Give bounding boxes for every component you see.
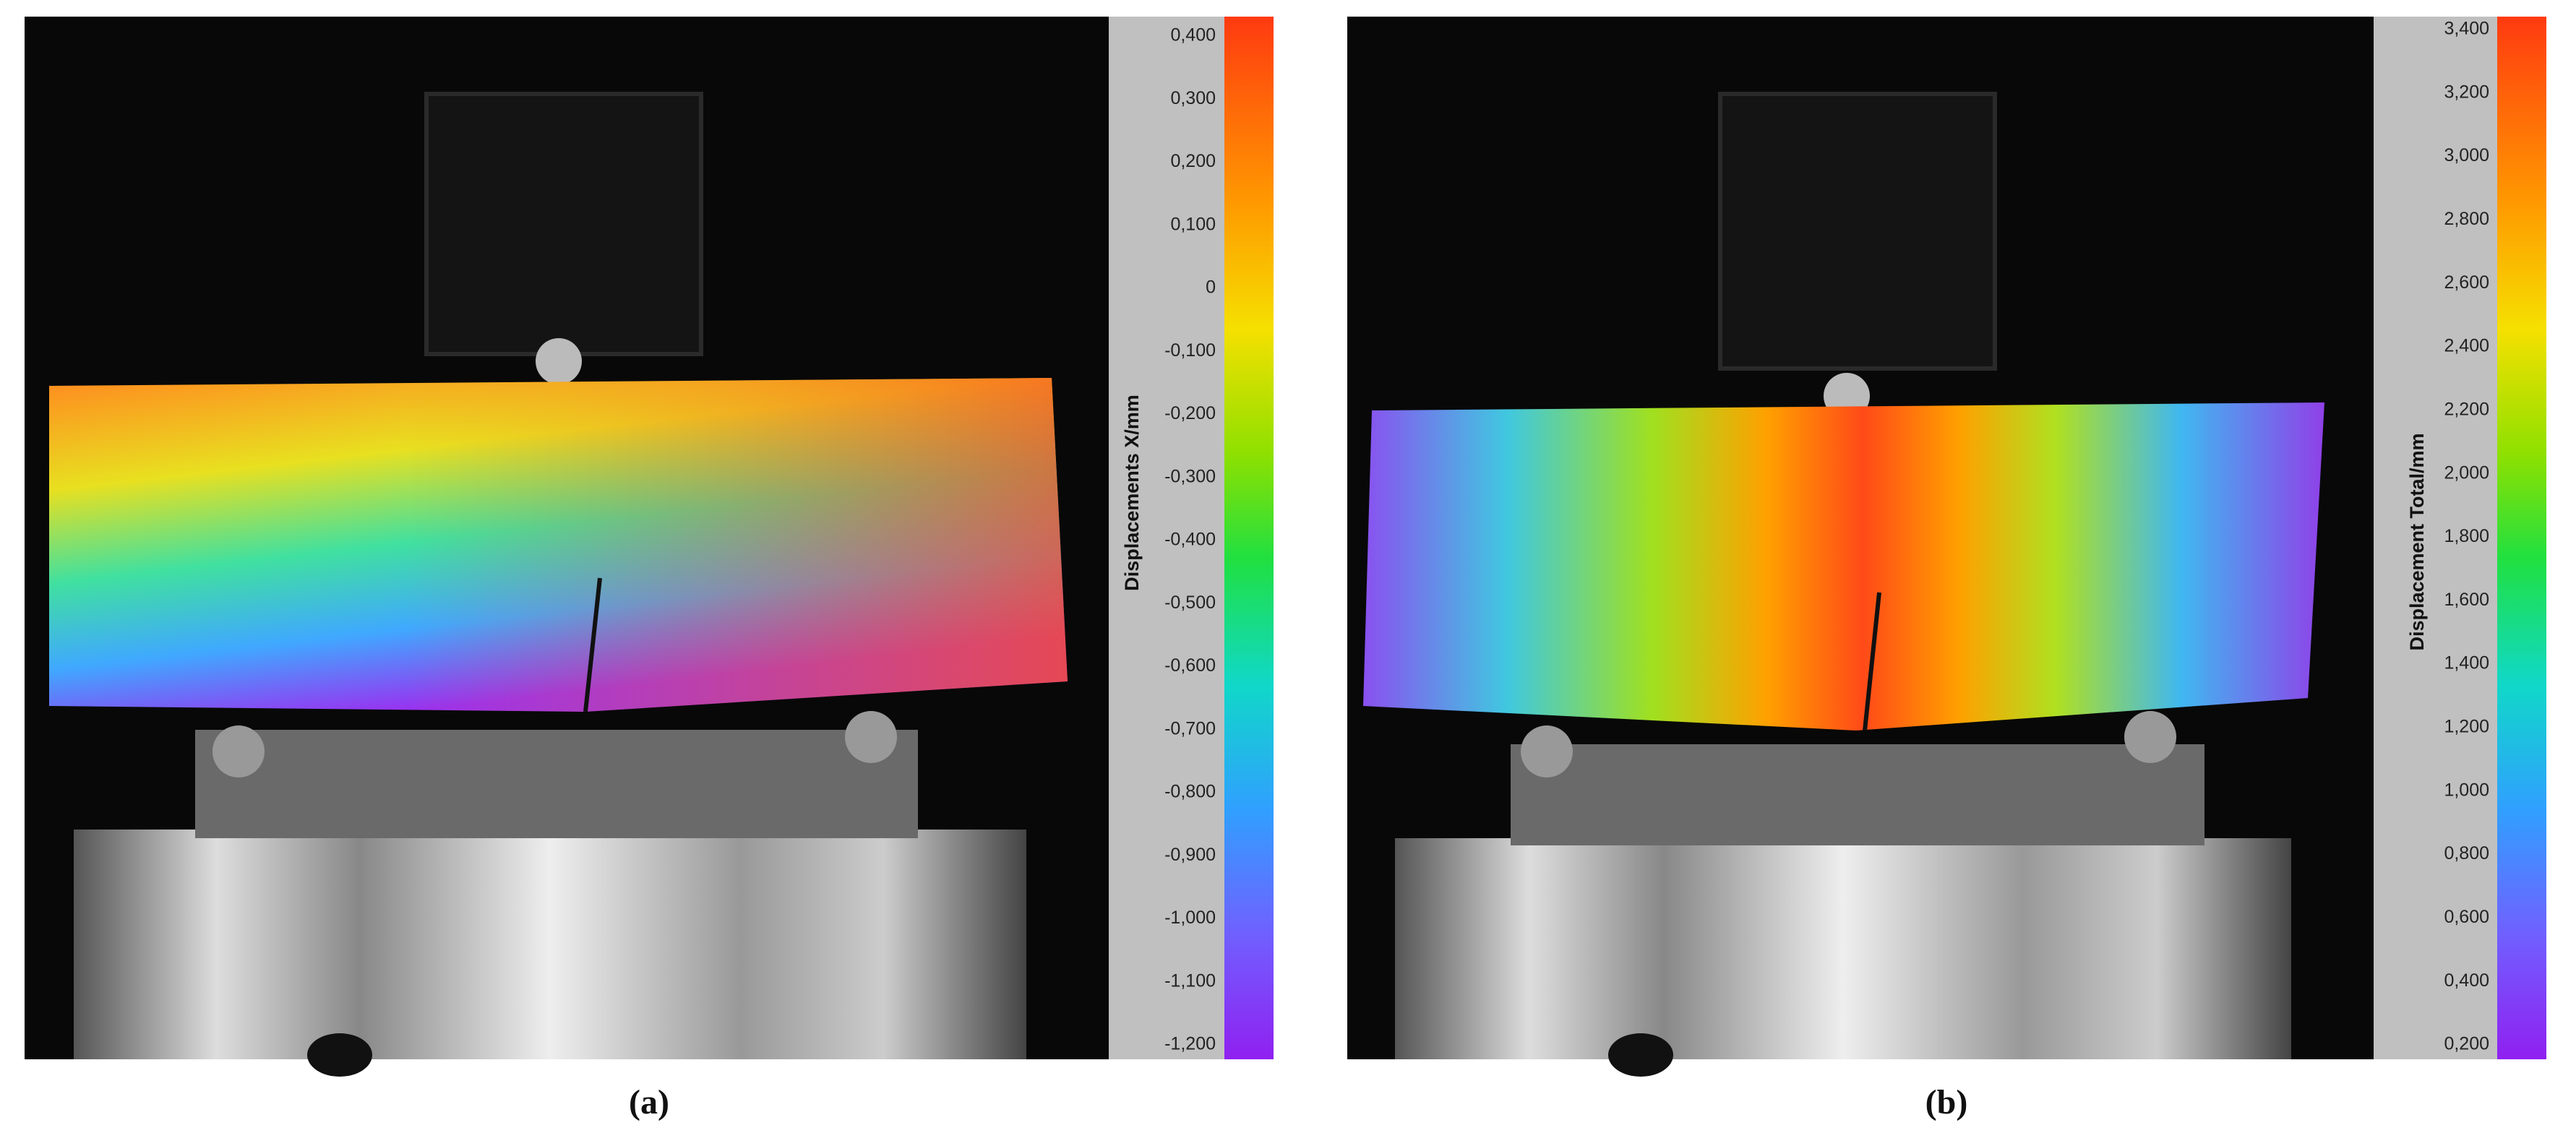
colorbar-tick-label: 1,200 xyxy=(2444,717,2489,737)
colorbar-tick-label: -1,200 xyxy=(1164,1034,1216,1054)
colorbar-tick-label: -0,100 xyxy=(1164,340,1216,361)
colorbar-tick-label: 0,300 xyxy=(1170,88,1216,108)
colorbar-tick-label: 2,200 xyxy=(2444,399,2489,419)
colorbar-tick-label: 0,600 xyxy=(2444,907,2489,927)
colorbar-tick-label: -1,000 xyxy=(1164,908,1216,928)
colorbar-tick-label: -0,900 xyxy=(1164,845,1216,865)
colorbar-tick-label: 1,400 xyxy=(2444,653,2489,673)
colorbar-tick-label: -0,800 xyxy=(1164,782,1216,802)
colorbar-tick-label: 0,200 xyxy=(1170,151,1216,171)
colorbar-tick-label: -1,100 xyxy=(1164,970,1216,991)
colorbar-tick-label: 1,000 xyxy=(2444,780,2489,800)
colorbar-tick-label: 0,100 xyxy=(1170,214,1216,234)
colorbar-label: Displacement Total/mm xyxy=(2406,433,2428,650)
colorbar-panel xyxy=(1109,17,1224,1059)
photo-a xyxy=(25,17,1109,1077)
photo-b xyxy=(1347,17,2374,1077)
colorbar-tick-label: -0,400 xyxy=(1164,530,1216,550)
colorbar-tick-label: 0,400 xyxy=(2444,970,2489,991)
colorbar-tick-label: 2,800 xyxy=(2444,209,2489,229)
colorbar-tick-label: -0,200 xyxy=(1164,403,1216,423)
colorbar-tick-label: 2,600 xyxy=(2444,272,2489,293)
colorbar-tick-label: 3,400 xyxy=(2444,19,2489,39)
colorbar-tick-label: 1,600 xyxy=(2444,590,2489,610)
colorbar-tick-label: -0,300 xyxy=(1164,466,1216,486)
colorbar-tick-label: -0,600 xyxy=(1164,655,1216,676)
panel-caption: (a) xyxy=(629,1083,669,1121)
colorbar-tick-label: -0,500 xyxy=(1164,593,1216,613)
colorbar-label: Displacements X/mm xyxy=(1121,395,1143,591)
colorbar-tick-label: 3,200 xyxy=(2444,82,2489,102)
colorbar-tick-label: 0,200 xyxy=(2444,1034,2489,1054)
colorbar-tick-label: 0 xyxy=(1206,277,1216,298)
colorbar-tick-label: 0,800 xyxy=(2444,843,2489,863)
colorbar-tick-label: 3,000 xyxy=(2444,145,2489,165)
colorbar-tick-label: -0,700 xyxy=(1164,718,1216,738)
panel-caption: (b) xyxy=(1925,1083,1968,1121)
colorbar-tick-label: 0,400 xyxy=(1170,25,1216,46)
colorbar-tick-label: 2,000 xyxy=(2444,462,2489,483)
colorbar-tick-label: 2,400 xyxy=(2444,336,2489,356)
colorbar xyxy=(1224,17,1274,1059)
colorbar xyxy=(2497,17,2546,1059)
colorbar-panel xyxy=(2374,17,2497,1059)
colorbar-tick-label: 1,800 xyxy=(2444,526,2489,546)
